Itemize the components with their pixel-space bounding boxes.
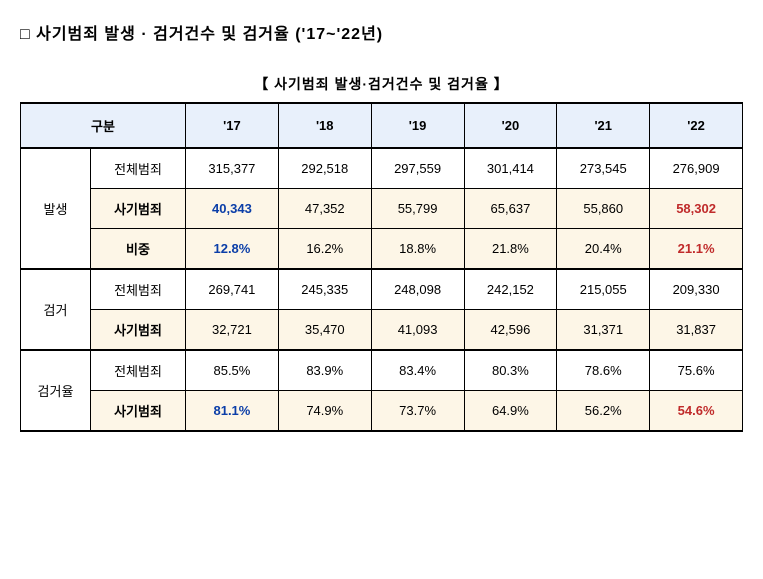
- data-cell: 18.8%: [371, 229, 464, 270]
- row-label: 사기범죄: [91, 391, 186, 432]
- table-body: 발생전체범죄315,377292,518297,559301,414273,54…: [21, 148, 743, 431]
- crime-stats-table: 구분 '17 '18 '19 '20 '21 '22 발생전체범죄315,377…: [20, 102, 743, 432]
- data-cell: 55,860: [557, 189, 650, 229]
- data-cell: 215,055: [557, 269, 650, 310]
- data-cell: 83.4%: [371, 350, 464, 391]
- data-cell: 47,352: [278, 189, 371, 229]
- data-cell: 31,837: [650, 310, 743, 351]
- th-year: '17: [186, 103, 279, 148]
- data-cell: 35,470: [278, 310, 371, 351]
- data-cell: 292,518: [278, 148, 371, 189]
- data-cell: 273,545: [557, 148, 650, 189]
- data-cell: 31,371: [557, 310, 650, 351]
- row-label: 사기범죄: [91, 189, 186, 229]
- data-cell: 297,559: [371, 148, 464, 189]
- data-cell: 55,799: [371, 189, 464, 229]
- th-year: '18: [278, 103, 371, 148]
- data-cell: 209,330: [650, 269, 743, 310]
- data-cell: 54.6%: [650, 391, 743, 432]
- data-cell: 245,335: [278, 269, 371, 310]
- data-cell: 276,909: [650, 148, 743, 189]
- data-cell: 315,377: [186, 148, 279, 189]
- data-cell: 248,098: [371, 269, 464, 310]
- data-cell: 83.9%: [278, 350, 371, 391]
- th-year: '22: [650, 103, 743, 148]
- group-label: 검거: [21, 269, 91, 350]
- th-year: '19: [371, 103, 464, 148]
- data-cell: 80.3%: [464, 350, 557, 391]
- th-category: 구분: [21, 103, 186, 148]
- th-year: '20: [464, 103, 557, 148]
- data-cell: 301,414: [464, 148, 557, 189]
- data-cell: 21.8%: [464, 229, 557, 270]
- data-cell: 74.9%: [278, 391, 371, 432]
- group-label: 검거율: [21, 350, 91, 431]
- data-cell: 73.7%: [371, 391, 464, 432]
- data-cell: 20.4%: [557, 229, 650, 270]
- data-cell: 16.2%: [278, 229, 371, 270]
- row-label: 비중: [91, 229, 186, 270]
- data-cell: 85.5%: [186, 350, 279, 391]
- data-cell: 12.8%: [186, 229, 279, 270]
- page-title: 사기범죄 발생 · 검거건수 및 검거율 ('17~'22년): [20, 20, 743, 44]
- data-cell: 41,093: [371, 310, 464, 351]
- row-label: 전체범죄: [91, 269, 186, 310]
- data-cell: 81.1%: [186, 391, 279, 432]
- data-cell: 65,637: [464, 189, 557, 229]
- table-caption: 【 사기범죄 발생·검거건수 및 검거율 】: [20, 74, 743, 94]
- data-cell: 21.1%: [650, 229, 743, 270]
- data-cell: 32,721: [186, 310, 279, 351]
- row-label: 사기범죄: [91, 310, 186, 351]
- data-cell: 56.2%: [557, 391, 650, 432]
- data-cell: 40,343: [186, 189, 279, 229]
- data-cell: 42,596: [464, 310, 557, 351]
- data-cell: 58,302: [650, 189, 743, 229]
- data-cell: 242,152: [464, 269, 557, 310]
- data-cell: 75.6%: [650, 350, 743, 391]
- group-label: 발생: [21, 148, 91, 269]
- row-label: 전체범죄: [91, 148, 186, 189]
- th-year: '21: [557, 103, 650, 148]
- row-label: 전체범죄: [91, 350, 186, 391]
- data-cell: 269,741: [186, 269, 279, 310]
- data-cell: 78.6%: [557, 350, 650, 391]
- data-cell: 64.9%: [464, 391, 557, 432]
